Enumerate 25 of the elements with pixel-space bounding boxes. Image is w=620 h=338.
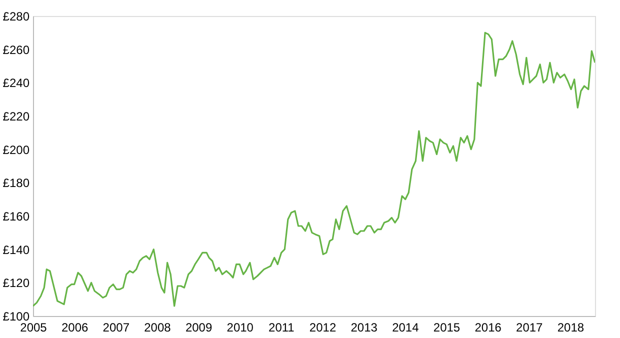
y-tick-label: £160 bbox=[2, 210, 30, 224]
x-tick-label: 2007 bbox=[102, 320, 130, 334]
y-tick-label: £260 bbox=[2, 42, 30, 57]
x-tick-label: 2015 bbox=[433, 320, 460, 334]
x-tick-label: 2011 bbox=[268, 320, 295, 334]
x-tick-label: 2006 bbox=[61, 320, 88, 334]
x-tick-label: 2012 bbox=[309, 320, 336, 334]
y-tick-label: £240 bbox=[2, 76, 30, 90]
y-tick-label: £280 bbox=[2, 10, 30, 24]
y-tick-label: £100 bbox=[2, 310, 30, 324]
y-tick-label: £200 bbox=[2, 142, 30, 157]
x-tick-label: 2008 bbox=[144, 320, 172, 334]
y-tick-label: £220 bbox=[2, 110, 30, 124]
x-tick-label: 2010 bbox=[226, 320, 254, 334]
y-tick-label: £120 bbox=[2, 276, 30, 290]
x-tick-label: 2014 bbox=[392, 320, 420, 334]
y-tick-label: £140 bbox=[2, 242, 30, 257]
x-tick-label: 2018 bbox=[557, 320, 584, 334]
x-tick-label: 2005 bbox=[20, 320, 48, 334]
x-tick-label: 2016 bbox=[474, 320, 502, 334]
y-tick-label: £180 bbox=[2, 176, 30, 190]
x-tick-label: 2017 bbox=[516, 320, 544, 334]
x-tick-label: 2013 bbox=[350, 320, 378, 334]
x-tick-label: 2009 bbox=[185, 320, 212, 334]
line-series bbox=[33, 32, 595, 307]
